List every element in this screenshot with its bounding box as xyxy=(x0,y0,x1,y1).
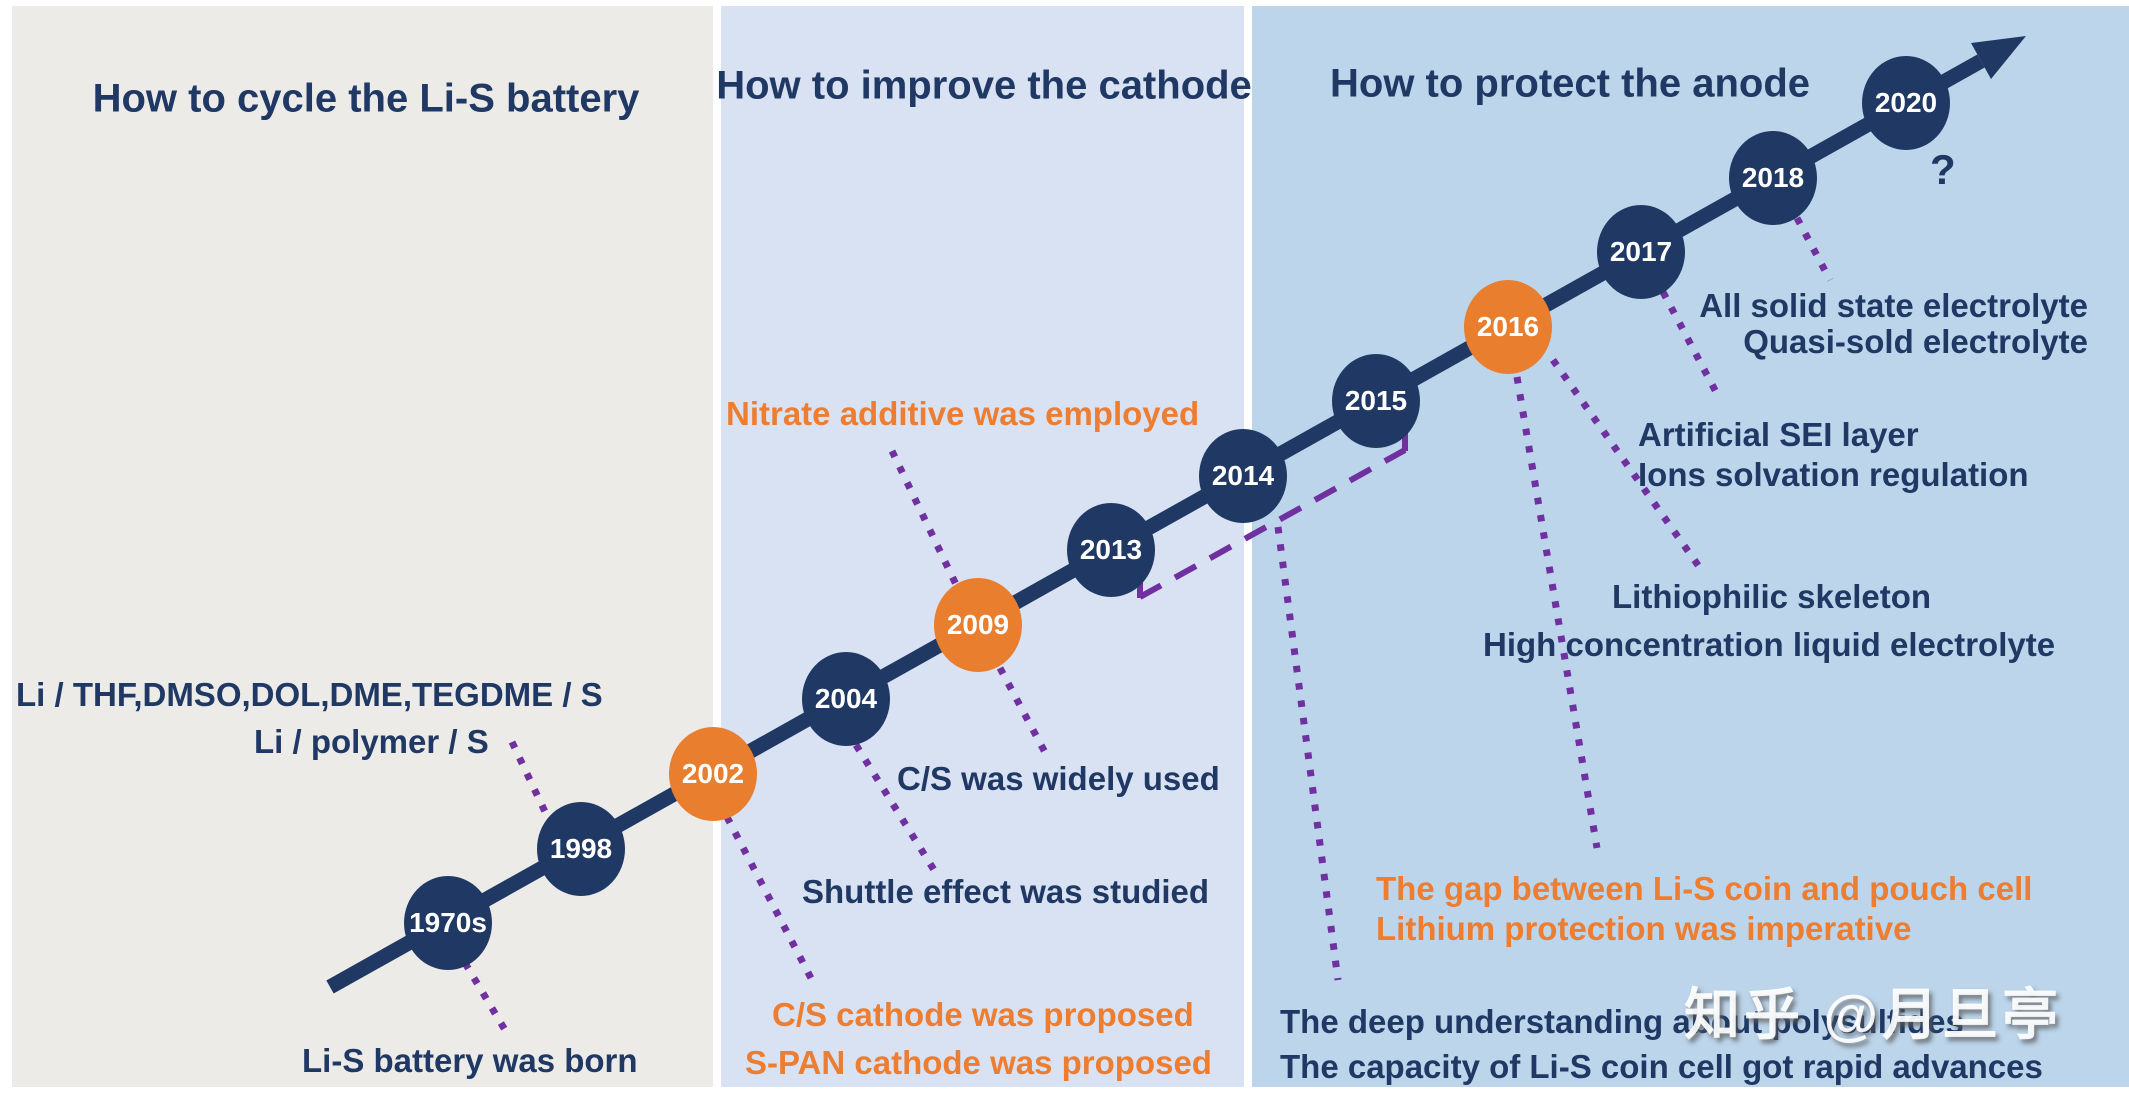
connector-2017-sei xyxy=(1659,290,1720,394)
timeline-node-1970s: 1970s xyxy=(404,876,492,970)
timeline-node-2014: 2014 xyxy=(1199,429,1287,523)
annotation-shuttle-effect: Shuttle effect was studied xyxy=(802,873,1210,910)
section-title-cycle: How to cycle the Li-S battery xyxy=(92,76,640,121)
connector-2002-cathodes xyxy=(723,815,817,984)
arrowhead-icon xyxy=(1971,36,2026,79)
timeline-node-2004: 2004 xyxy=(802,652,890,746)
connector-1970s-born xyxy=(461,961,512,1037)
annotation-ions-solvation: Ions solvation regulation xyxy=(1638,456,2029,493)
annotation-cs-cathode: C/S cathode was proposed xyxy=(772,996,1194,1033)
timeline-node-2013: 2013 xyxy=(1067,503,1155,597)
timeline-node-1998: 1998 xyxy=(537,802,625,896)
connector-polymer-1998 xyxy=(508,740,552,820)
section-improve-cathode xyxy=(721,6,1244,1087)
timeline-node-2002: 2002 xyxy=(669,727,757,821)
connector-2016-gap xyxy=(1513,376,1601,849)
connector-nitrate-2009 xyxy=(888,449,966,599)
annotation-lithiophilic-skeleton: Lithiophilic skeleton xyxy=(1612,578,1932,615)
annotation-cs-widely-used: C/S was widely used xyxy=(897,760,1220,797)
annotation-nitrate-additive: Nitrate additive was employed xyxy=(726,395,1200,432)
annotation-quasi-solid: Quasi-sold electrolyte xyxy=(1743,323,2088,360)
range-bracket-2013-2015 xyxy=(1138,447,1407,600)
connector-2004-shuttle xyxy=(853,743,937,872)
timeline-node-2020: 2020 xyxy=(1862,56,1950,150)
annotation-capacity-advances: The capacity of Li-S coin cell got rapid… xyxy=(1280,1048,2043,1085)
timeline-node-2017: 2017 xyxy=(1597,205,1685,299)
timeline-node-2016: 2016 xyxy=(1464,280,1552,374)
section-protect-anode xyxy=(1252,6,2129,1087)
annotation-artificial-sei: Artificial SEI layer xyxy=(1638,416,1919,453)
annotation-early-electrolytes: Li / THF,DMSO,DOL,DME,TEGDME / S xyxy=(16,676,603,713)
annotation-coin-pouch-gap: The gap between Li-S coin and pouch cell xyxy=(1376,870,2033,907)
timeline-node-2015: 2015 xyxy=(1332,354,1420,448)
timeline-node-2018: 2018 xyxy=(1729,131,1817,225)
connector-2009-cs-widely xyxy=(996,666,1052,760)
zhihu-watermark: 知乎 @月旦亭 xyxy=(1684,983,2063,1046)
section-cycle-battery xyxy=(12,6,713,1087)
connector-bracket-deep-understanding xyxy=(1274,526,1342,981)
annotation-polymer: Li / polymer / S xyxy=(254,723,489,760)
connector-2018-solid-state xyxy=(1793,216,1834,282)
section-title-cathode: How to improve the cathode xyxy=(716,63,1252,108)
annotation-high-concentration: High concentration liquid electrolyte xyxy=(1483,626,2056,663)
annotation-battery-born: Li-S battery was born xyxy=(302,1042,638,1079)
connector-2016-lithiophilic xyxy=(1550,357,1703,571)
future-question-mark: ? xyxy=(1930,146,1956,193)
annotation-deep-understanding: The deep understanding about polysulfide… xyxy=(1280,1003,1964,1040)
annotation-all-solid-state: All solid state electrolyte xyxy=(1699,287,2088,324)
annotation-span-cathode: S-PAN cathode was proposed xyxy=(745,1044,1212,1081)
section-title-anode: How to protect the anode xyxy=(1330,61,1810,106)
timeline-node-2009: 2009 xyxy=(934,578,1022,672)
annotation-lithium-protection: Lithium protection was imperative xyxy=(1376,910,1912,947)
